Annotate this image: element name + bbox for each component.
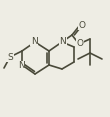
Text: N: N	[18, 62, 24, 71]
Text: O: O	[76, 38, 83, 48]
Text: N: N	[60, 37, 66, 46]
Text: S: S	[7, 53, 13, 62]
Text: N: N	[31, 37, 37, 46]
Text: O: O	[79, 20, 85, 29]
